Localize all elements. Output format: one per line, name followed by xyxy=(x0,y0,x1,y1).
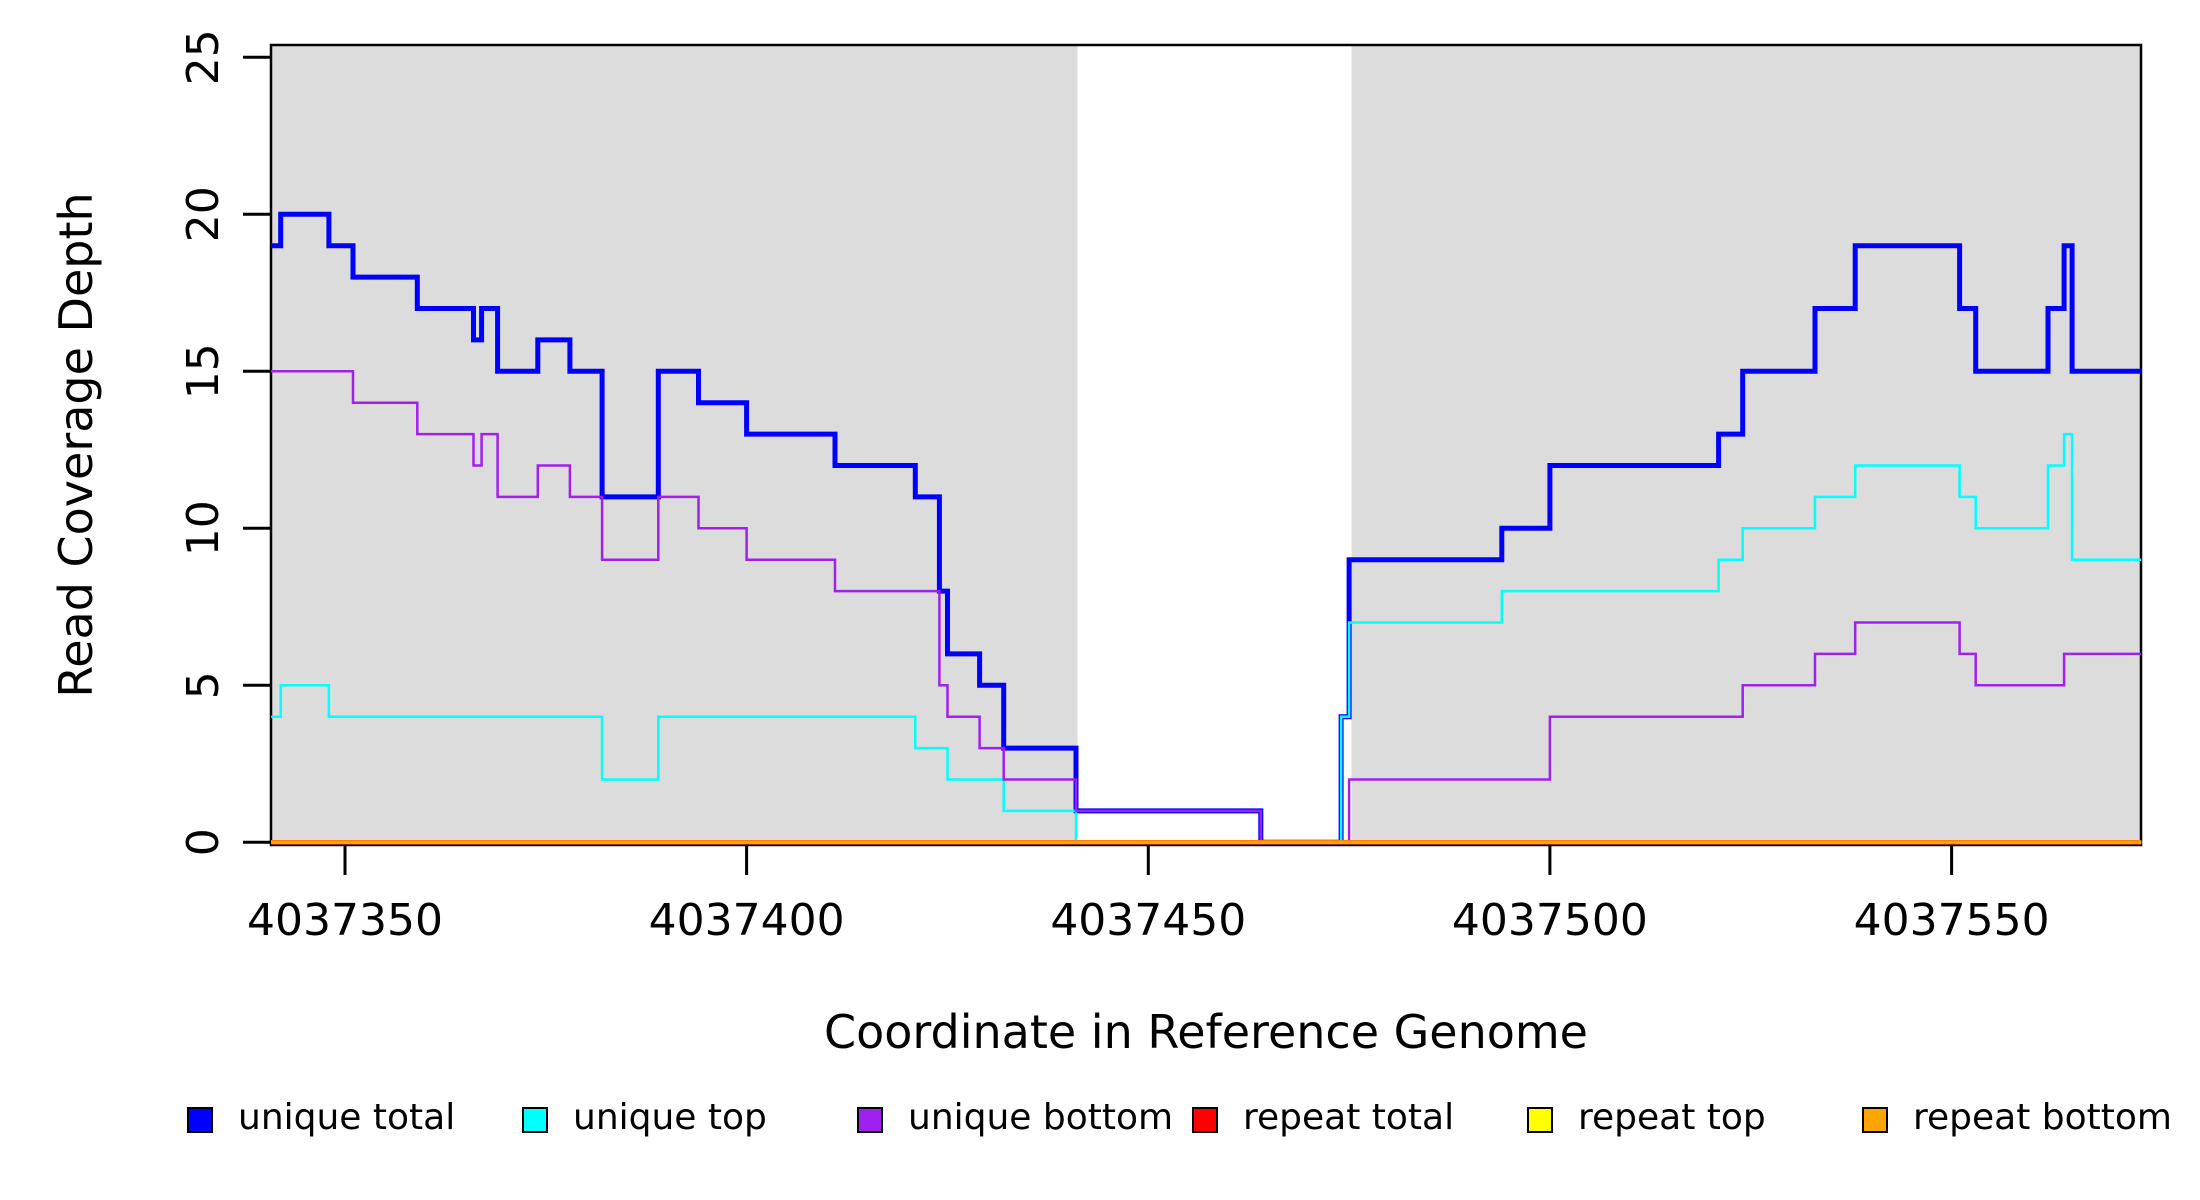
legend-swatch-unique-total xyxy=(187,1107,213,1133)
legend-swatch-unique-bottom xyxy=(857,1107,883,1133)
y-tick-label: 10 xyxy=(178,500,229,556)
shaded-region xyxy=(1351,45,2142,845)
y-axis: 0 5 10 15 20 25 xyxy=(178,29,271,856)
legend-item: unique total xyxy=(187,1097,455,1138)
legend-label: unique top xyxy=(573,1097,767,1138)
legend-swatch-repeat-bottom xyxy=(1862,1107,1888,1133)
legend-label: unique total xyxy=(238,1097,455,1138)
legend-item: repeat total xyxy=(1192,1097,1454,1138)
legend-swatch-repeat-total xyxy=(1192,1107,1218,1133)
plot-border xyxy=(269,43,2143,847)
x-tick-label: 4037400 xyxy=(649,895,845,946)
y-tick-label: 5 xyxy=(178,671,229,699)
legend-item: unique bottom xyxy=(857,1097,1173,1138)
x-tick-label: 4037350 xyxy=(247,895,443,946)
x-tick-label: 4037450 xyxy=(1050,895,1246,946)
y-tick-label: 0 xyxy=(178,828,229,856)
series-unique-top xyxy=(271,432,2142,844)
series-unique-bottom xyxy=(271,370,2142,844)
y-tick-label: 25 xyxy=(178,29,229,85)
series-lines xyxy=(271,211,2142,845)
legend-swatch-unique-top xyxy=(522,1107,548,1133)
y-axis-title: Read Coverage Depth xyxy=(49,192,103,697)
y-tick-label: 15 xyxy=(178,343,229,399)
legend-label: repeat total xyxy=(1243,1097,1454,1138)
legend-item: repeat top xyxy=(1527,1097,1766,1138)
plot-frame xyxy=(269,43,2143,847)
legend-item: repeat bottom xyxy=(1862,1097,2172,1138)
legend: unique total unique top unique bottom repea… xyxy=(187,1097,2172,1138)
shaded-region xyxy=(271,45,1078,845)
x-axis: 4037350 4037400 4037450 4037500 4037550 xyxy=(247,845,2050,946)
legend-label: repeat top xyxy=(1578,1097,1766,1138)
shaded-regions xyxy=(271,45,2142,845)
x-axis-title: Coordinate in Reference Genome xyxy=(824,1005,1588,1059)
legend-item: unique top xyxy=(522,1097,767,1138)
series-unique-total xyxy=(271,211,2142,845)
x-tick-label: 4037550 xyxy=(1854,895,2050,946)
legend-label: unique bottom xyxy=(908,1097,1173,1138)
legend-swatch-repeat-top xyxy=(1527,1107,1553,1133)
x-tick-label: 4037500 xyxy=(1452,895,1648,946)
legend-label: repeat bottom xyxy=(1913,1097,2172,1138)
y-tick-label: 20 xyxy=(178,186,229,242)
